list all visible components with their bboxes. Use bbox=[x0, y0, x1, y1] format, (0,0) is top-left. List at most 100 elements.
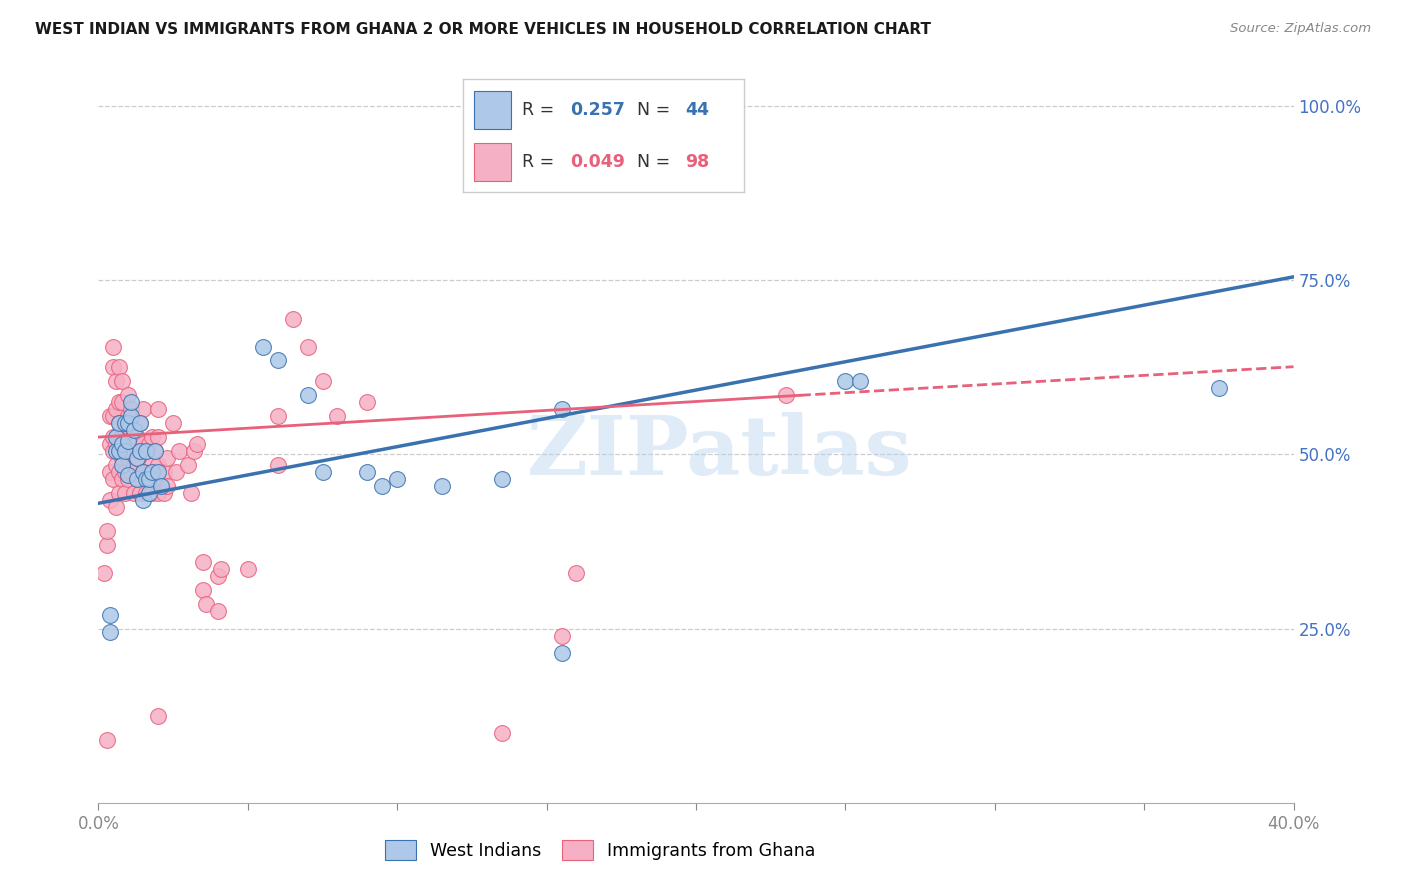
Point bbox=[98, 409, 122, 424]
Point bbox=[103, 409, 125, 424]
Point bbox=[141, 458, 163, 472]
Point bbox=[114, 465, 136, 479]
Point bbox=[550, 402, 572, 417]
Point bbox=[135, 472, 157, 486]
Point bbox=[108, 395, 131, 409]
Point bbox=[132, 402, 155, 417]
Point bbox=[177, 458, 200, 472]
Point bbox=[103, 339, 125, 353]
Point bbox=[267, 409, 290, 424]
Point bbox=[114, 444, 136, 458]
Point bbox=[356, 465, 378, 479]
Point bbox=[141, 430, 163, 444]
Point bbox=[195, 597, 218, 611]
Point bbox=[385, 472, 409, 486]
Point bbox=[117, 468, 139, 483]
Point bbox=[132, 465, 155, 479]
Point bbox=[111, 430, 134, 444]
Point bbox=[114, 444, 136, 458]
Point bbox=[191, 583, 214, 598]
Point bbox=[267, 353, 290, 368]
Point bbox=[207, 569, 229, 583]
Point bbox=[143, 444, 166, 458]
Point bbox=[162, 416, 184, 430]
Point bbox=[153, 465, 176, 479]
Point bbox=[129, 444, 152, 458]
Text: WEST INDIAN VS IMMIGRANTS FROM GHANA 2 OR MORE VEHICLES IN HOUSEHOLD CORRELATION: WEST INDIAN VS IMMIGRANTS FROM GHANA 2 O… bbox=[35, 22, 931, 37]
Point bbox=[129, 485, 152, 500]
Point bbox=[132, 465, 155, 479]
Point bbox=[186, 437, 208, 451]
Point bbox=[105, 437, 128, 451]
Point bbox=[114, 485, 136, 500]
Point bbox=[127, 430, 149, 444]
Point bbox=[141, 485, 163, 500]
Point bbox=[103, 360, 125, 375]
Point bbox=[96, 524, 118, 538]
Point bbox=[117, 472, 139, 486]
Point bbox=[127, 472, 149, 486]
Point bbox=[98, 437, 122, 451]
Point bbox=[105, 402, 128, 417]
Text: Source: ZipAtlas.com: Source: ZipAtlas.com bbox=[1230, 22, 1371, 36]
Point bbox=[267, 458, 290, 472]
Point bbox=[124, 437, 146, 451]
Point bbox=[108, 437, 131, 451]
Point bbox=[108, 444, 131, 458]
Point bbox=[124, 458, 146, 472]
Point bbox=[156, 479, 179, 493]
Point bbox=[356, 395, 378, 409]
Point bbox=[117, 388, 139, 402]
Point bbox=[120, 465, 142, 479]
Point bbox=[129, 444, 152, 458]
Point bbox=[132, 492, 155, 507]
Point bbox=[297, 339, 319, 353]
Point bbox=[105, 500, 128, 514]
Point bbox=[143, 472, 166, 486]
Point bbox=[98, 465, 122, 479]
Point bbox=[430, 479, 453, 493]
Point bbox=[148, 430, 170, 444]
Point bbox=[550, 629, 572, 643]
Point bbox=[148, 402, 170, 417]
Point bbox=[117, 430, 139, 444]
Point bbox=[103, 444, 125, 458]
Point bbox=[93, 566, 115, 580]
Point bbox=[117, 409, 139, 424]
Point bbox=[111, 395, 134, 409]
Point bbox=[108, 416, 131, 430]
Point bbox=[148, 708, 170, 723]
Point bbox=[120, 409, 142, 424]
Point bbox=[236, 562, 259, 576]
Point bbox=[281, 311, 304, 326]
Point bbox=[117, 434, 139, 448]
Point bbox=[148, 485, 170, 500]
Point bbox=[297, 388, 319, 402]
Point bbox=[98, 607, 122, 622]
Point bbox=[103, 430, 125, 444]
Point bbox=[108, 485, 131, 500]
Point bbox=[138, 485, 160, 500]
Point bbox=[153, 485, 176, 500]
Point bbox=[111, 458, 134, 472]
Point bbox=[311, 375, 333, 389]
Point bbox=[124, 485, 146, 500]
Point bbox=[111, 450, 134, 465]
Point bbox=[132, 437, 155, 451]
Point bbox=[148, 458, 170, 472]
Point bbox=[207, 604, 229, 618]
Point bbox=[135, 444, 157, 458]
Point bbox=[138, 465, 160, 479]
Point bbox=[135, 465, 157, 479]
Point bbox=[775, 388, 797, 402]
Point bbox=[135, 485, 157, 500]
Point bbox=[834, 375, 856, 389]
Point bbox=[165, 465, 187, 479]
Point bbox=[150, 479, 173, 493]
Point bbox=[96, 733, 118, 747]
Point bbox=[252, 339, 274, 353]
Point bbox=[135, 444, 157, 458]
Point bbox=[148, 465, 170, 479]
Point bbox=[124, 423, 146, 437]
Point bbox=[143, 444, 166, 458]
